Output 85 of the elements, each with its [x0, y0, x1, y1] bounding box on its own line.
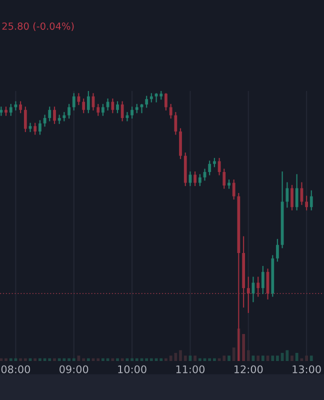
bar [290, 356, 294, 361]
bar [111, 358, 114, 361]
candlestick [9, 104, 12, 116]
candlestick [198, 174, 202, 186]
bar [194, 356, 196, 361]
candlestick [19, 101, 22, 114]
candlestick [38, 120, 42, 135]
bar [135, 358, 138, 361]
bar [242, 334, 245, 361]
bar [96, 358, 100, 361]
text: 25.80 (-0.04%) [2, 22, 74, 31]
candlestick [208, 160, 212, 176]
candlestick [222, 168, 226, 189]
candlestick [276, 238, 279, 262]
bar [276, 356, 279, 361]
bar [213, 358, 216, 361]
bar [261, 356, 264, 361]
candlestick [111, 98, 114, 114]
candlestick [305, 196, 308, 210]
candlestick [232, 180, 236, 200]
candlestick [28, 122, 32, 132]
bar [164, 358, 168, 361]
bar [48, 358, 52, 361]
bar [34, 358, 37, 361]
bar [130, 358, 134, 361]
bar [86, 358, 90, 361]
x-tick-label: 08:00 [1, 365, 30, 374]
bar [19, 358, 22, 361]
candlestick [290, 184, 294, 210]
bar [198, 358, 202, 361]
candlestick [256, 276, 260, 297]
candlestick [310, 190, 313, 210]
bar [150, 358, 153, 361]
candlestick [48, 106, 52, 122]
bar [256, 356, 260, 361]
bar [295, 352, 298, 361]
x-tick-label: 10:00 [118, 365, 146, 374]
bar [53, 358, 56, 361]
bar [116, 358, 119, 361]
bar [24, 358, 27, 361]
candlestick [120, 101, 124, 122]
x-tick-label: 13:00 [292, 365, 321, 374]
candlestick [102, 104, 104, 116]
bar [102, 358, 104, 361]
candlestick [174, 112, 178, 135]
candlestick [68, 104, 70, 119]
bar [228, 356, 230, 361]
bar [310, 356, 313, 361]
candlestick [86, 91, 90, 114]
bar [305, 356, 308, 361]
bar [246, 350, 250, 361]
bar [160, 358, 163, 361]
candlestick [145, 96, 148, 108]
candlestick [246, 276, 250, 313]
candlestick [188, 171, 192, 186]
bar [9, 358, 12, 361]
candlestick [24, 106, 27, 132]
candlestick [116, 101, 119, 114]
bar [232, 348, 236, 361]
candlestick [96, 104, 100, 116]
candlestick [164, 93, 168, 110]
bar [271, 356, 274, 361]
candlestick [169, 104, 172, 119]
bar [38, 358, 42, 361]
candlestick [194, 171, 196, 186]
bar [120, 358, 124, 361]
x-tick-label: 11:00 [176, 365, 205, 374]
candlestick [72, 93, 76, 110]
bar [145, 358, 148, 361]
candlestick [295, 174, 298, 210]
bar [68, 358, 70, 361]
bar [82, 358, 86, 361]
candlestick [286, 182, 289, 208]
candlestick [261, 266, 264, 294]
candlestick [130, 106, 134, 119]
bar [208, 358, 212, 361]
candlestick [154, 93, 158, 102]
bar [72, 358, 76, 361]
x-tick-label: 09:00 [60, 365, 88, 374]
candlestick [53, 106, 56, 124]
candlestick [82, 98, 86, 114]
x-tick-label: 12:00 [234, 365, 263, 374]
bar [222, 356, 226, 361]
candlestick [34, 122, 37, 135]
bar [4, 358, 8, 361]
